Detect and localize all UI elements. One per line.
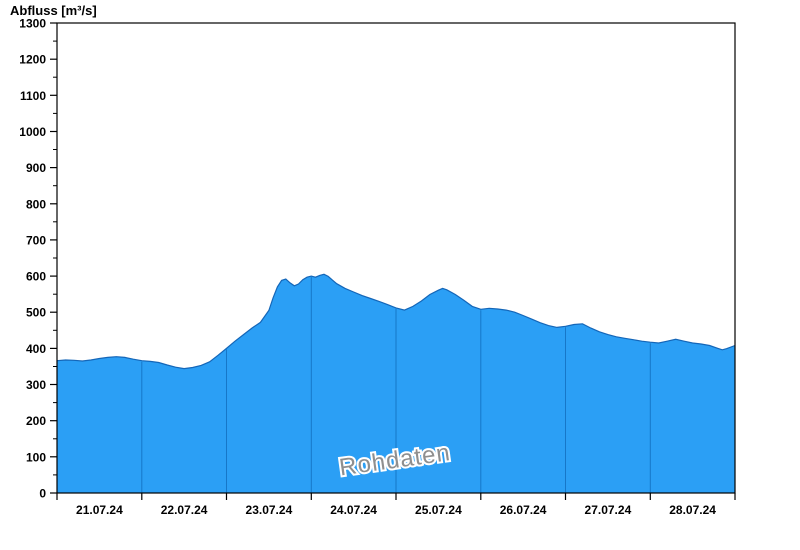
y-tick-label: 500 [26,306,46,320]
y-tick-label: 200 [26,414,46,428]
y-tick-label: 800 [26,197,46,211]
y-tick-label: 1300 [19,17,46,31]
y-axis-title: Abfluss [m³/s] [10,3,97,18]
y-tick-label: 600 [26,270,46,284]
x-tick-label: 24.07.24 [330,503,377,517]
x-tick-label: 23.07.24 [246,503,293,517]
y-tick-label: 300 [26,378,46,392]
x-tick-label: 22.07.24 [161,503,208,517]
y-tick-label: 900 [26,161,46,175]
x-tick-label: 21.07.24 [76,503,123,517]
y-tick-label: 700 [26,233,46,247]
y-tick-label: 1100 [20,89,46,103]
x-tick-label: 25.07.24 [415,503,462,517]
y-tick-label: 400 [26,342,46,356]
y-tick-label: 1200 [19,53,46,67]
x-tick-label: 26.07.24 [500,503,547,517]
discharge-line [56,273,736,370]
x-tick-label: 28.07.24 [669,503,716,517]
y-tick-label: 1000 [19,125,46,139]
plot-area: Rohdaten01002003004005006007008009001000… [19,17,736,517]
y-tick-label: 0 [39,487,46,501]
x-tick-label: 27.07.24 [585,503,632,517]
y-tick-label: 100 [26,450,46,464]
